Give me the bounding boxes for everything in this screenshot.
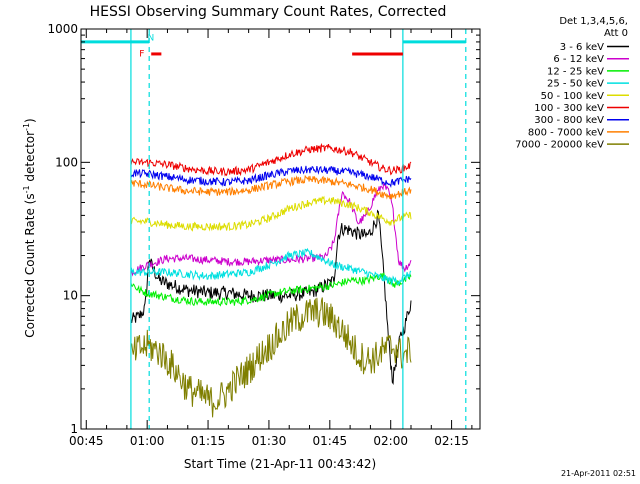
series-line-6 [130, 165, 412, 188]
y-tick-label-100: 100 [55, 155, 78, 169]
y-axis-label-sup2: -1 [22, 123, 31, 131]
series-line-7 [130, 174, 412, 200]
series-line-2 [130, 272, 412, 307]
series-line-5 [130, 142, 412, 177]
x-tick-label-135: 02:15 [434, 434, 469, 448]
legend-header-line-1: Att 0 [604, 28, 628, 39]
x-tick-label-120: 02:00 [373, 434, 408, 448]
legend-label-5: 100 - 300 keV [534, 103, 604, 114]
legend-label-7: 800 - 7000 keV [528, 127, 604, 138]
y-axis-label-part3: ) [23, 118, 37, 123]
legend-header-line-0: Det 1,3,4,5,6, [559, 16, 628, 27]
y-tick-label-1: 1 [70, 422, 78, 436]
plot-frame [80, 28, 481, 430]
y-tick-label-1000: 1000 [47, 22, 78, 36]
y-axis-label-part1: Corrected Count Rate (s [23, 193, 37, 337]
series-line-1 [130, 182, 412, 277]
x-axis-label: Start Time (21-Apr-11 00:43:42) [184, 457, 376, 471]
x-tick-label-45: 00:45 [69, 434, 104, 448]
series-line-0 [130, 209, 412, 385]
legend-label-8: 7000 - 20000 keV [515, 140, 604, 151]
series-line-8 [130, 297, 412, 418]
chart-title: HESSI Observing Summary Count Rates, Cor… [90, 4, 447, 20]
series-line-3 [130, 247, 412, 286]
legend-label-1: 6 - 12 keV [553, 54, 604, 65]
legend-label-4: 50 - 100 keV [541, 91, 605, 102]
y-tick-label-10: 10 [63, 289, 78, 303]
flag-label-1: N [147, 33, 154, 43]
series-group [130, 142, 412, 418]
legend-label-6: 300 - 800 keV [534, 115, 604, 126]
flag-label-0: F [139, 50, 144, 60]
x-tick-label-105: 01:45 [313, 434, 348, 448]
legend-label-3: 25 - 50 keV [547, 79, 604, 90]
x-tick-label-90: 01:30 [252, 434, 287, 448]
axes-group: 00:45 01:00 01:15 01:30 01:45 02:00 02:15 1 10 10… [47, 22, 481, 448]
overlay-group: FN [81, 29, 467, 429]
y-axis-label-part2: detector [23, 131, 37, 186]
x-tick-label-60: 01:00 [130, 434, 165, 448]
series-line-4 [130, 195, 412, 232]
legend-label-0: 3 - 6 keV [560, 42, 604, 53]
x-tick-label-75: 01:15 [191, 434, 226, 448]
footer-timestamp: 21-Apr-2011 02:51 [561, 469, 636, 478]
y-axis-label-sup1: -1 [22, 185, 31, 193]
y-axis-label: Corrected Count Rate (s-1 detector-1) [22, 118, 37, 337]
legend-label-2: 12 - 25 keV [547, 66, 604, 77]
